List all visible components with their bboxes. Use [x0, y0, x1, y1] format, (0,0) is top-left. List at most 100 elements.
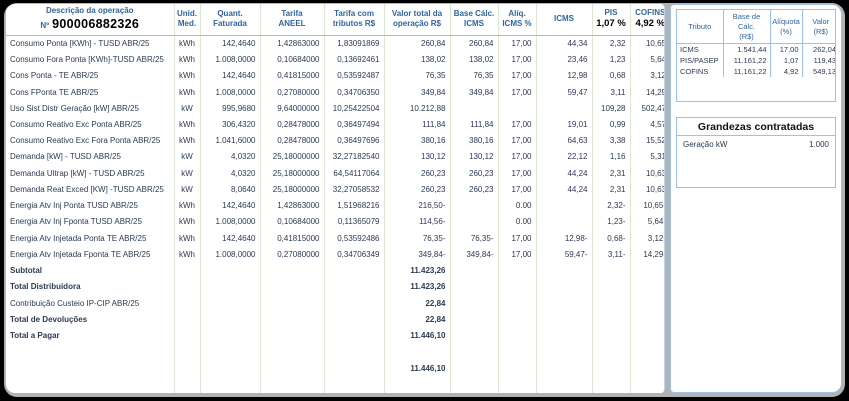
qty-l1: Quant. — [217, 9, 243, 19]
operation-value: 1.008,0000 — [200, 84, 261, 101]
empty-cell — [324, 360, 385, 377]
tributos-header: Tributo Base de Cálc. (R$) Alíquota (%) — [677, 10, 835, 45]
operation-value: 260,23 — [384, 165, 451, 182]
operation-value: 1,16 — [592, 149, 631, 166]
operation-value — [450, 214, 499, 231]
operation-value: 3,38 — [592, 133, 631, 150]
trib-aliq-l2: (%) — [780, 26, 792, 36]
tariff-l2: ANEEL — [278, 19, 306, 29]
operation-value: 0.00 — [498, 214, 537, 231]
empty-cell — [174, 262, 201, 280]
aliq-l1: Alíq. — [508, 9, 526, 19]
empty-cell — [200, 295, 261, 312]
operation-value: 2,31 — [592, 181, 631, 199]
trib-col-base: Base de Cálc. (R$) — [722, 10, 770, 45]
operation-value: 4,57 — [650, 119, 665, 129]
icms-label: ICMS — [554, 14, 574, 24]
tributo-value: 4,92 — [769, 66, 802, 78]
operation-value: kWh — [174, 246, 201, 263]
operation-value: 25,18000000 — [260, 165, 325, 182]
operation-value: 0,99 — [592, 116, 631, 134]
empty-cell — [174, 295, 201, 312]
grand-total-row: 11.446,10 — [6, 360, 664, 377]
operation-value: 0,41815000 — [260, 230, 325, 247]
tributo-name: COFINS — [680, 67, 709, 77]
empty-cell — [200, 311, 261, 328]
empty-cell — [200, 360, 261, 377]
operation-value: 0,13692461 — [324, 51, 385, 69]
empty-cell — [450, 344, 499, 361]
empty-cell — [536, 376, 593, 393]
operation-value: 4,0320 — [200, 149, 261, 166]
operation-value: 5,64- — [647, 217, 665, 227]
tributo-value: 262,04 — [801, 43, 835, 56]
operation-value: 14,29- — [643, 249, 665, 259]
operation-value: 349,84 — [384, 84, 451, 101]
operation-value: 76,35 — [450, 68, 499, 85]
invoice-view: Descrição da operação Nº 900006882326 Uni… — [4, 3, 845, 397]
tariff-tax-l2: tributos R$ — [332, 19, 376, 29]
operation-value: kWh — [174, 133, 201, 150]
operation-value: 1.041,6000 — [200, 133, 261, 150]
empty-cell — [592, 376, 631, 393]
tributo-value: 1.541,44 — [722, 43, 770, 56]
empty-cell — [450, 262, 499, 280]
operation-value: 349,84 — [450, 84, 499, 101]
operation-value: 138,02 — [384, 51, 451, 69]
operation-value: 0,27080000 — [260, 84, 325, 101]
total-row: Total de Devoluções 22,84 — [6, 311, 664, 328]
empty-cell — [6, 376, 175, 393]
operation-value: 1,51968216 — [324, 198, 385, 215]
operation-value: 216,50- — [384, 198, 451, 215]
operation-value: 0,10684000 — [260, 214, 325, 231]
empty-cell — [592, 295, 631, 312]
empty-cell — [536, 360, 593, 377]
operation-value: 0,41815000 — [260, 68, 325, 85]
operation-value: 10,63 — [645, 168, 665, 178]
trib-valor-l2: (R$) — [813, 26, 829, 36]
tributos-table: Tributo Base de Cálc. (R$) Alíquota (%) — [677, 10, 835, 78]
operation-row: Consumo Reativo Exc Fora Ponta ABR/25 kWh… — [6, 133, 665, 150]
operation-row: Uso Sist Distr Geração [kW] ABR/25 kW 995,… — [6, 100, 664, 117]
empty-cell — [450, 376, 499, 393]
empty-cell — [592, 344, 631, 361]
empty-cell — [324, 327, 385, 345]
operation-value: 0,28478000 — [260, 133, 325, 150]
tributo-value: 17,00 — [769, 43, 802, 56]
operation-value: 17,00 — [498, 116, 537, 134]
operation-value: 64,63 — [536, 133, 593, 150]
operation-value: 1,42863000 — [260, 35, 325, 52]
operation-value: 130,12 — [384, 149, 451, 166]
operation-value: 142,4640 — [200, 68, 261, 85]
empty-cell — [200, 279, 261, 296]
operation-value: 17,00 — [498, 133, 537, 150]
operation-value: 25,18000000 — [260, 181, 325, 199]
empty-cell — [260, 311, 325, 328]
operation-row: Demanda Ultrap [kW] - TUSD ABR/25 kW 4,032… — [6, 165, 665, 182]
operation-row: Cons Ponta - TE ABR/25 kWh 142,4640 0,41815… — [6, 68, 664, 85]
trib-col-tributo: Tributo — [677, 10, 723, 45]
empty-cell — [260, 344, 325, 361]
operation-value: 59,47- — [536, 246, 593, 263]
operation-value: 17,00 — [498, 35, 537, 52]
operation-value: 32,27182540 — [324, 149, 385, 166]
empty-cell — [498, 376, 537, 393]
operation-desc: Energia Atv Injetada Ponta TE ABR/25 — [6, 230, 175, 247]
operation-value: 142,4640 — [200, 35, 261, 52]
operation-value: 0,28478000 — [260, 116, 325, 134]
empty-cell — [536, 295, 593, 312]
grand-total-value: 11.446,10 — [384, 360, 451, 377]
empty-cell — [450, 327, 499, 345]
operation-value: 306,4320 — [200, 116, 261, 134]
total-l2: operação R$ — [392, 19, 442, 29]
col-header-valor-total: Valor total da operação R$ — [384, 4, 451, 36]
empty-cell — [630, 344, 664, 360]
operation-desc: Demanda Reat Exced [KW] -TUSD ABR/25 — [6, 181, 175, 199]
operation-value: 380,16 — [384, 133, 451, 150]
operation-value: 17,00 — [498, 51, 537, 69]
operation-value: 1.008,0000 — [200, 246, 261, 263]
operation-value: 22,12 — [536, 149, 593, 166]
col-header-icms: ICMS — [536, 4, 593, 36]
operation-value: 15,52 — [645, 136, 665, 146]
summary-panel: Tributo Base de Cálc. (R$) Alíquota (%) — [670, 4, 842, 393]
